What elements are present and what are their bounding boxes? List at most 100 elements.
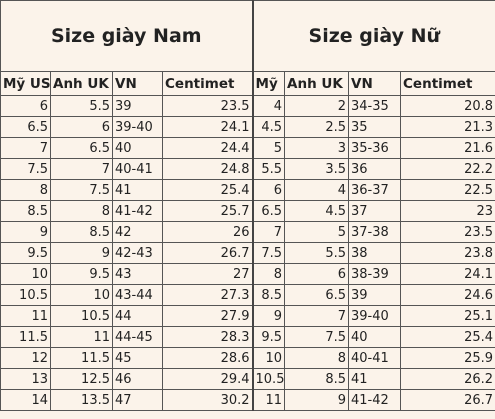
women-uk-cell: 7.5: [284, 326, 350, 348]
women-uk-cell: 9: [284, 389, 350, 411]
men-vn-cell: 44: [112, 305, 163, 327]
table-row: 11.5 11 44-45 28.3 9.5 7.5 40 25.4: [0, 326, 495, 348]
women-uk-cell: 3: [284, 137, 350, 159]
men-uk-cell: 10.5: [50, 305, 113, 327]
women-cm-cell: 26.7: [400, 389, 495, 411]
women-cm-cell: 22.2: [400, 158, 495, 180]
women-uk-cell: 3.5: [284, 158, 350, 180]
women-size-title: Size giày Nữ: [251, 0, 495, 72]
men-uk-cell: 9: [50, 242, 113, 264]
women-us-cell: 4.5: [251, 116, 286, 138]
men-uk-cell: 11: [50, 326, 113, 348]
women-vn-cell: 38-39: [348, 263, 402, 285]
women-uk-cell: 4: [284, 179, 350, 201]
men-vn-cell: 44-45: [112, 326, 163, 348]
women-vn-cell: 41: [348, 368, 402, 390]
men-uk-cell: 7: [50, 158, 113, 180]
women-vn-cell: 36-37: [348, 179, 402, 201]
men-us-cell: 8.5: [0, 200, 51, 222]
women-vn-cell: 38: [348, 242, 402, 264]
men-cm-cell: 23.5: [161, 95, 254, 117]
column-header-row: Mỹ US Anh UK VN Centimet Mỹ Anh UK VN Ce…: [0, 71, 495, 96]
women-uk-cell: 5.5: [284, 242, 350, 264]
table-row: 14 13.5 47 30.2 11 9 41-42 26.7: [0, 389, 495, 411]
men-vn-cell: 43-44: [112, 284, 163, 306]
women-vn-cell: 39: [348, 284, 402, 306]
men-cm-cell: 27.3: [161, 284, 254, 306]
men-uk-cell: 13.5: [50, 389, 113, 411]
men-us-cell: 10: [0, 263, 51, 285]
size-rows: 6 5.5 39 23.5 4 2 34-35 20.8 6.5 6 39-40 24.1 4.5 2.5…: [0, 95, 495, 411]
men-vn-cell: 45: [112, 347, 163, 369]
men-us-cell: 8: [0, 179, 51, 201]
table-row: 11 10.5 44 27.9 9 7 39-40 25.1: [0, 305, 495, 327]
men-us-cell: 11: [0, 305, 51, 327]
men-uk-cell: 9.5: [50, 263, 113, 285]
women-us-cell: 5.5: [251, 158, 286, 180]
women-cm-cell: 26.2: [400, 368, 495, 390]
women-cm-cell: 23: [400, 200, 495, 222]
women-vn-cell: 34-35: [348, 95, 402, 117]
men-cm-cell: 25.7: [161, 200, 254, 222]
women-us-cell: 6: [251, 179, 286, 201]
women-vn-cell: 36: [348, 158, 402, 180]
men-cm-cell: 24.8: [161, 158, 254, 180]
women-cm-cell: 24.1: [400, 263, 495, 285]
men-uk-cell: 8: [50, 200, 113, 222]
men-us-cell: 9.5: [0, 242, 51, 264]
men-uk-cell: 7.5: [50, 179, 113, 201]
women-us-cell: 9: [251, 305, 286, 327]
table-row: 9 8.5 42 26 7 5 37-38 23.5: [0, 221, 495, 243]
men-vn-cell: 42-43: [112, 242, 163, 264]
men-size-title: Size giày Nam: [0, 0, 254, 72]
men-us-cell: 10.5: [0, 284, 51, 306]
men-us-cell: 12: [0, 347, 51, 369]
women-us-cell: 10.5: [251, 368, 286, 390]
men-us-cell: 7.5: [0, 158, 51, 180]
men-us-cell: 11.5: [0, 326, 51, 348]
table-row: 7.5 7 40-41 24.8 5.5 3.5 36 22.2: [0, 158, 495, 180]
women-cm-cell: 23.8: [400, 242, 495, 264]
women-cm-cell: 22.5: [400, 179, 495, 201]
men-uk-cell: 8.5: [50, 221, 113, 243]
women-col-uk: Anh UK: [284, 71, 350, 96]
men-us-cell: 6.5: [0, 116, 51, 138]
women-uk-cell: 8: [284, 347, 350, 369]
men-cm-cell: 25.4: [161, 179, 254, 201]
women-us-cell: 8: [251, 263, 286, 285]
men-vn-cell: 39: [112, 95, 163, 117]
men-vn-cell: 43: [112, 263, 163, 285]
men-us-cell: 7: [0, 137, 51, 159]
table-row: 10 9.5 43 27 8 6 38-39 24.1: [0, 263, 495, 285]
table-row: 12 11.5 45 28.6 10 8 40-41 25.9: [0, 347, 495, 369]
men-vn-cell: 40: [112, 137, 163, 159]
men-col-cm: Centimet: [161, 71, 254, 96]
men-us-cell: 13: [0, 368, 51, 390]
women-uk-cell: 6.5: [284, 284, 350, 306]
table-row: 10.5 10 43-44 27.3 8.5 6.5 39 24.6: [0, 284, 495, 306]
women-cm-cell: 21.3: [400, 116, 495, 138]
men-vn-cell: 40-41: [112, 158, 163, 180]
women-cm-cell: 25.1: [400, 305, 495, 327]
men-cm-cell: 24.4: [161, 137, 254, 159]
men-col-us: Mỹ US: [0, 71, 51, 96]
men-us-cell: 14: [0, 389, 51, 411]
men-us-cell: 9: [0, 221, 51, 243]
women-us-cell: 7.5: [251, 242, 286, 264]
men-uk-cell: 6.5: [50, 137, 113, 159]
women-vn-cell: 35: [348, 116, 402, 138]
women-col-us: Mỹ: [251, 71, 286, 96]
women-cm-cell: 24.6: [400, 284, 495, 306]
men-vn-cell: 47: [112, 389, 163, 411]
men-uk-cell: 11.5: [50, 347, 113, 369]
women-cm-cell: 20.8: [400, 95, 495, 117]
men-uk-cell: 10: [50, 284, 113, 306]
men-cm-cell: 30.2: [161, 389, 254, 411]
women-us-cell: 7: [251, 221, 286, 243]
women-vn-cell: 35-36: [348, 137, 402, 159]
table-row: 6 5.5 39 23.5 4 2 34-35 20.8: [0, 95, 495, 117]
women-vn-cell: 40-41: [348, 347, 402, 369]
men-vn-cell: 46: [112, 368, 163, 390]
table-row: 13 12.5 46 29.4 10.5 8.5 41 26.2: [0, 368, 495, 390]
